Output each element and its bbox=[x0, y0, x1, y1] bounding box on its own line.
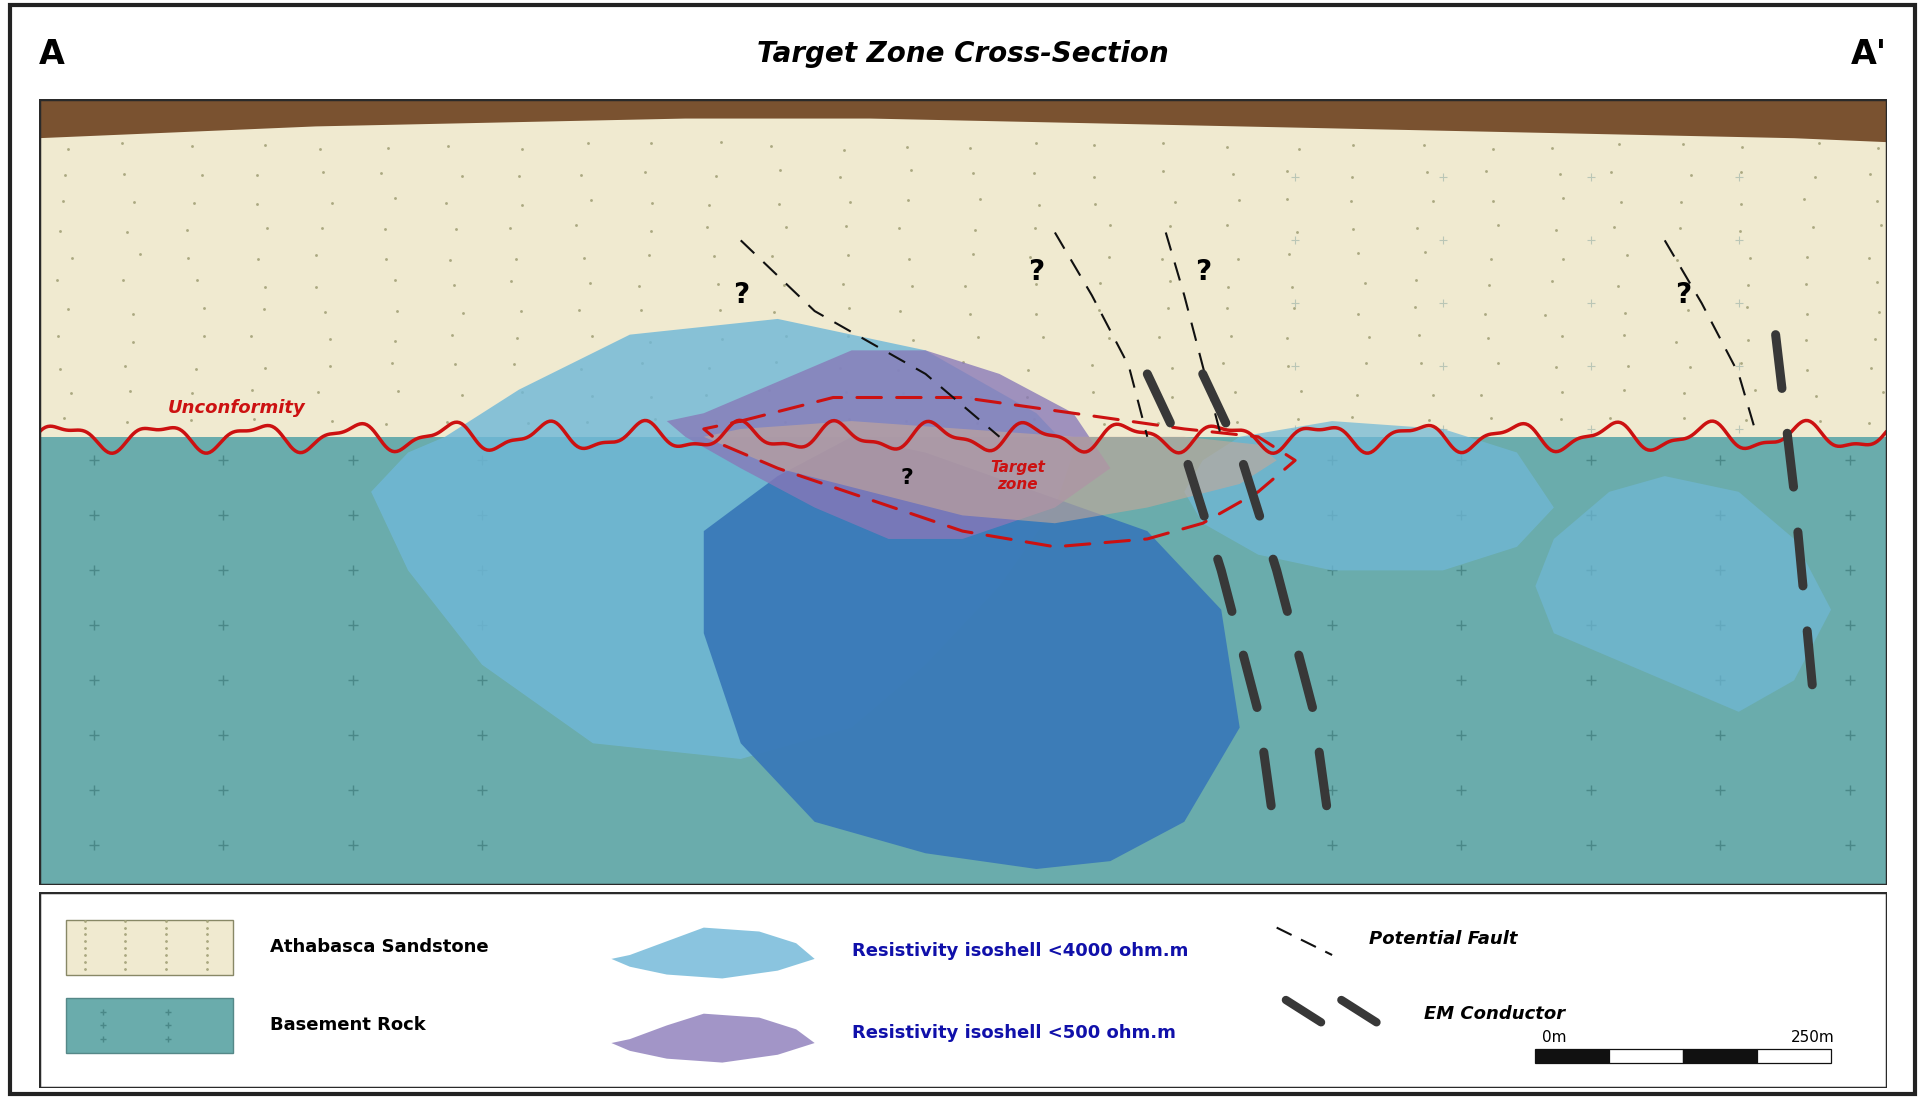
Text: 250m: 250m bbox=[1790, 1030, 1835, 1045]
Polygon shape bbox=[372, 319, 1074, 759]
Text: ?: ? bbox=[901, 468, 914, 488]
Text: A: A bbox=[38, 37, 64, 71]
Polygon shape bbox=[38, 99, 1886, 436]
Text: Target Zone Cross-Section: Target Zone Cross-Section bbox=[757, 41, 1168, 68]
Text: ?: ? bbox=[1028, 257, 1045, 286]
Polygon shape bbox=[612, 928, 814, 978]
Polygon shape bbox=[612, 1013, 814, 1063]
Text: Resistivity isoshell <500 ohm.m: Resistivity isoshell <500 ohm.m bbox=[851, 1024, 1176, 1042]
Bar bbox=[65, 998, 233, 1053]
Text: ?: ? bbox=[1675, 281, 1692, 309]
Bar bbox=[65, 920, 233, 975]
Text: Athabasca Sandstone: Athabasca Sandstone bbox=[270, 939, 489, 956]
Polygon shape bbox=[705, 436, 1240, 869]
Bar bbox=[1536, 1048, 1609, 1063]
Bar bbox=[1682, 1048, 1758, 1063]
Text: 0m: 0m bbox=[1542, 1030, 1567, 1045]
Polygon shape bbox=[38, 99, 1886, 142]
Polygon shape bbox=[1184, 421, 1553, 570]
Polygon shape bbox=[1536, 476, 1831, 712]
Text: A': A' bbox=[1850, 37, 1886, 71]
Polygon shape bbox=[666, 351, 1111, 539]
Polygon shape bbox=[705, 421, 1276, 523]
Text: Unconformity: Unconformity bbox=[167, 399, 306, 418]
Text: Basement Rock: Basement Rock bbox=[270, 1017, 425, 1034]
Text: EM Conductor: EM Conductor bbox=[1424, 1004, 1565, 1023]
Bar bbox=[1758, 1048, 1831, 1063]
Text: Target
zone: Target zone bbox=[991, 459, 1045, 492]
Bar bbox=[1609, 1048, 1682, 1063]
Text: ?: ? bbox=[1195, 257, 1211, 286]
Text: ?: ? bbox=[733, 281, 749, 309]
Text: Potential Fault: Potential Fault bbox=[1369, 931, 1517, 948]
Text: Resistivity isoshell <4000 ohm.m: Resistivity isoshell <4000 ohm.m bbox=[851, 942, 1188, 961]
